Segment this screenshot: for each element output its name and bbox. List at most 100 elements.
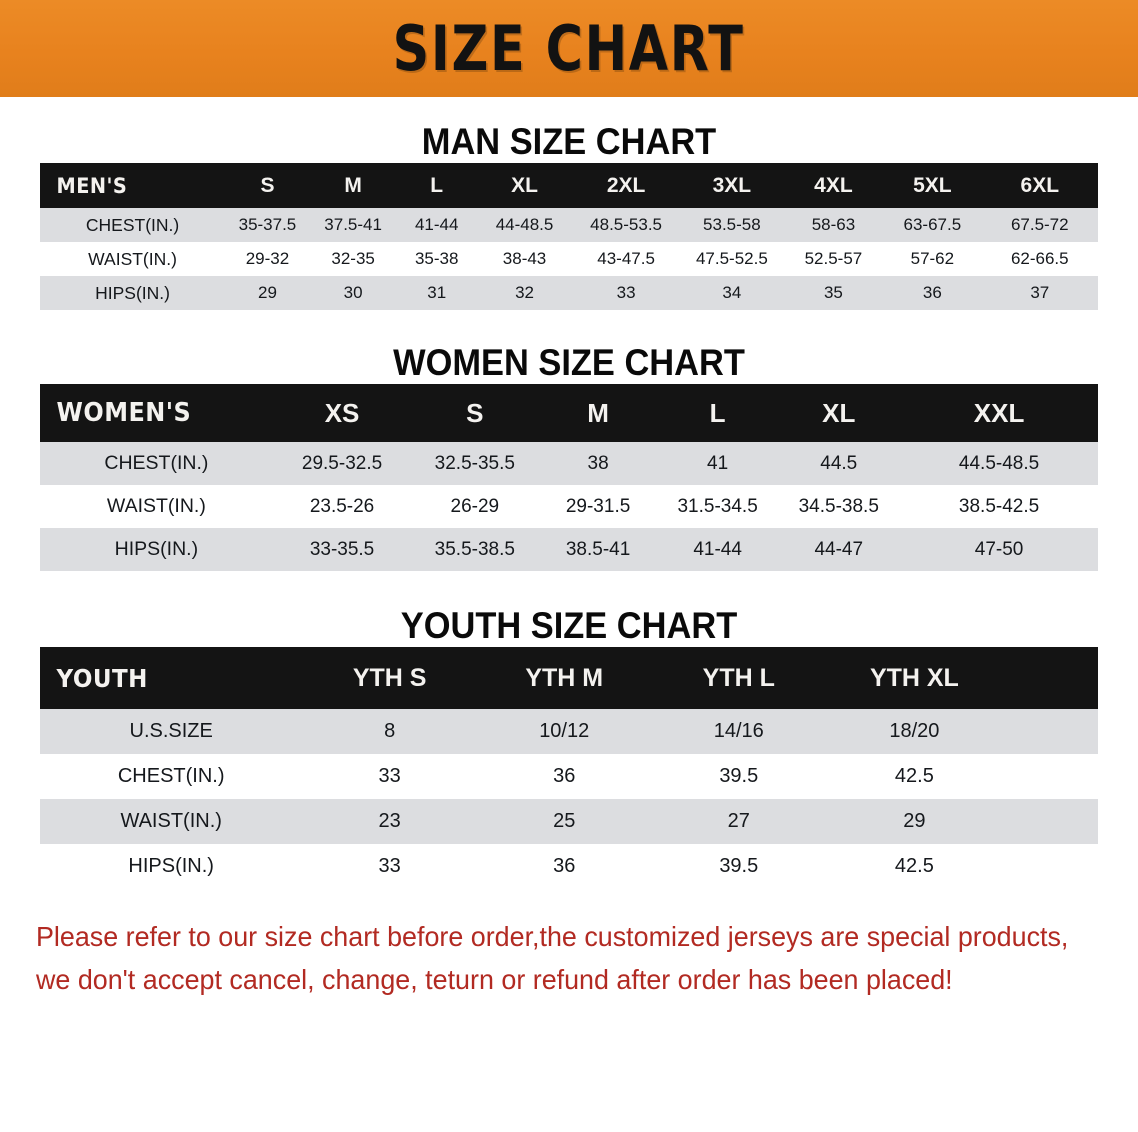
women-waist-xl: 34.5-38.5 (798, 495, 879, 517)
women-hips-xs: 33-35.5 (309, 538, 375, 560)
women-waist-s: 26-29 (450, 495, 500, 517)
man-waist-l: 35-38 (414, 249, 459, 268)
man-waist-6xl: 62-66.5 (1010, 249, 1069, 268)
table-row: WAIST(IN.) 29-32 32-35 35-38 38-43 43-47… (40, 242, 1098, 276)
youth-ussize-s: 8 (384, 720, 396, 742)
women-row-label-chest: CHEST(IN.) (104, 452, 209, 474)
table-row: CHEST(IN.) 29.5-32.5 32.5-35.5 38 41 44.… (40, 442, 1098, 485)
women-hips-xxl: 47-50 (974, 538, 1024, 560)
man-hips-6xl: 37 (1030, 283, 1050, 302)
women-hips-xl: 44-47 (814, 538, 864, 560)
youth-waist-s: 23 (378, 810, 401, 832)
man-size-col-3xl: 3XL (712, 173, 752, 197)
man-chest-5xl: 63-67.5 (903, 215, 962, 234)
youth-ussize-m: 10/12 (539, 720, 590, 742)
women-chest-xxl: 44.5-48.5 (958, 452, 1040, 474)
man-size-col-m: M (344, 173, 362, 197)
table-row: HIPS(IN.) 33-35.5 35.5-38.5 38.5-41 41-4… (40, 528, 1098, 571)
man-chest-m: 37.5-41 (324, 215, 382, 234)
youth-hips-l: 39.5 (719, 855, 759, 877)
youth-header-label: YOUTH (56, 663, 148, 693)
women-chest-l: 41 (707, 452, 729, 474)
man-waist-5xl: 57-62 (910, 249, 955, 268)
women-section-title: WOMEN SIZE CHART (393, 342, 745, 383)
youth-hips-s: 33 (378, 855, 401, 877)
man-waist-s: 29-32 (245, 249, 290, 268)
man-size-table-wrap: MEN'S S M L XL 2XL 3XL 4XL 5XL 6XL CHEST… (40, 163, 1098, 310)
youth-table-header-row: YOUTH YTH S YTH M YTH L YTH XL (40, 647, 1098, 709)
women-waist-l: 31.5-34.5 (677, 495, 758, 517)
women-row-label-waist: WAIST(IN.) (106, 495, 206, 517)
youth-waist-l: 27 (727, 810, 750, 832)
women-size-col-xl: XL (822, 397, 856, 428)
table-row: HIPS(IN.) 33 36 39.5 42.5 (40, 844, 1098, 889)
women-header-label: WOMEN'S (56, 398, 192, 428)
man-waist-4xl: 52.5-57 (804, 249, 863, 268)
table-row: CHEST(IN.) 33 36 39.5 42.5 (40, 754, 1098, 799)
page-title: SIZE CHART (393, 11, 745, 85)
disclaimer-line-2: we don't accept cancel, change, teturn o… (36, 964, 953, 996)
youth-waist-m: 25 (553, 810, 576, 832)
youth-waist-xl: 29 (903, 810, 926, 832)
table-row: CHEST(IN.) 35-37.5 37.5-41 41-44 44-48.5… (40, 208, 1098, 242)
youth-size-col-m: YTH M (525, 663, 604, 692)
youth-chest-m: 36 (553, 765, 576, 787)
table-row: WAIST(IN.) 23 25 27 29 (40, 799, 1098, 844)
youth-row-spacer (1003, 754, 1098, 799)
man-waist-3xl: 47.5-52.5 (695, 249, 768, 268)
women-row-label-hips: HIPS(IN.) (114, 538, 199, 560)
youth-size-col-l: YTH L (702, 663, 775, 692)
youth-chest-l: 39.5 (719, 765, 759, 787)
man-section-title: MAN SIZE CHART (421, 121, 717, 162)
youth-row-spacer (1003, 799, 1098, 844)
youth-row-label-waist: WAIST(IN.) (120, 810, 222, 832)
disclaimer-text: Please refer to our size chart before or… (36, 915, 1069, 1002)
man-hips-5xl: 36 (922, 283, 942, 302)
man-row-label-chest: CHEST(IN.) (85, 214, 180, 235)
man-size-col-5xl: 5XL (913, 173, 952, 197)
youth-size-table-wrap: YOUTH YTH S YTH M YTH L YTH XL U.S.SIZE … (40, 647, 1098, 889)
table-row: WAIST(IN.) 23.5-26 26-29 29-31.5 31.5-34… (40, 485, 1098, 528)
man-chest-xl: 44-48.5 (495, 215, 554, 234)
women-chest-m: 38 (587, 452, 609, 474)
disclaimer-line-1: Please refer to our size chart before or… (36, 921, 1069, 952)
women-size-table-wrap: WOMEN'S XS S M L XL XXL CHEST(IN.) 29.5-… (40, 384, 1098, 571)
youth-row-label-hips: HIPS(IN.) (128, 855, 214, 877)
women-hips-l: 41-44 (693, 538, 742, 560)
man-hips-4xl: 35 (823, 283, 843, 302)
women-size-table: WOMEN'S XS S M L XL XXL CHEST(IN.) 29.5-… (40, 384, 1098, 571)
man-size-col-6xl: 6XL (1020, 173, 1060, 197)
man-hips-xl: 32 (515, 283, 534, 302)
women-chest-xl: 44.5 (820, 452, 858, 474)
man-chest-s: 35-37.5 (238, 215, 297, 234)
youth-row-label-chest: CHEST(IN.) (117, 765, 225, 787)
man-hips-3xl: 34 (722, 283, 742, 302)
man-size-table: MEN'S S M L XL 2XL 3XL 4XL 5XL 6XL CHEST… (40, 163, 1098, 310)
man-size-col-xl: XL (511, 173, 538, 197)
man-chest-3xl: 53.5-58 (703, 215, 761, 234)
women-chest-s: 32.5-35.5 (434, 452, 515, 474)
women-size-col-l: L (709, 397, 726, 428)
man-hips-2xl: 33 (616, 283, 636, 302)
man-header-label: MEN'S (56, 173, 128, 198)
man-row-label-hips: HIPS(IN.) (95, 282, 170, 303)
women-waist-xs: 23.5-26 (309, 495, 375, 517)
youth-ussize-xl: 18/20 (889, 720, 940, 742)
man-size-col-2xl: 2XL (606, 173, 646, 197)
man-row-label-waist: WAIST(IN.) (88, 248, 177, 269)
youth-chest-xl: 42.5 (894, 765, 934, 787)
youth-hips-m: 36 (553, 855, 576, 877)
man-chest-l: 41-44 (414, 215, 459, 234)
women-waist-m: 29-31.5 (565, 495, 631, 517)
women-size-col-s: S (466, 397, 484, 428)
man-hips-m: 30 (343, 283, 363, 302)
man-size-col-4xl: 4XL (814, 173, 853, 197)
man-chest-6xl: 67.5-72 (1010, 215, 1069, 234)
man-size-col-s: S (260, 173, 275, 197)
women-size-col-xs: XS (324, 397, 360, 428)
women-table-header-row: WOMEN'S XS S M L XL XXL (40, 384, 1098, 442)
man-hips-l: 31 (427, 283, 447, 302)
man-chest-2xl: 48.5-53.5 (590, 215, 663, 234)
man-waist-m: 32-35 (331, 249, 375, 268)
table-row: U.S.SIZE 8 10/12 14/16 18/20 (40, 709, 1098, 754)
